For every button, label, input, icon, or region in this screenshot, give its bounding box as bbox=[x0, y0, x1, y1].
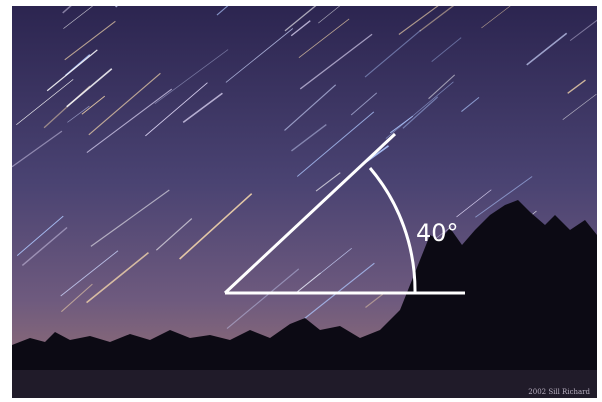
star-trail bbox=[116, 0, 187, 7]
photo: 2002 Sill Richard bbox=[12, 0, 602, 398]
page: 2002 Sill Richard 40° (() => { const dat… bbox=[0, 0, 602, 402]
angle-label: 40° bbox=[416, 219, 459, 247]
photo-credit: 2002 Sill Richard bbox=[528, 388, 590, 396]
ground-mist bbox=[12, 370, 597, 398]
photo-figure: 2002 Sill Richard 40° bbox=[0, 0, 602, 402]
